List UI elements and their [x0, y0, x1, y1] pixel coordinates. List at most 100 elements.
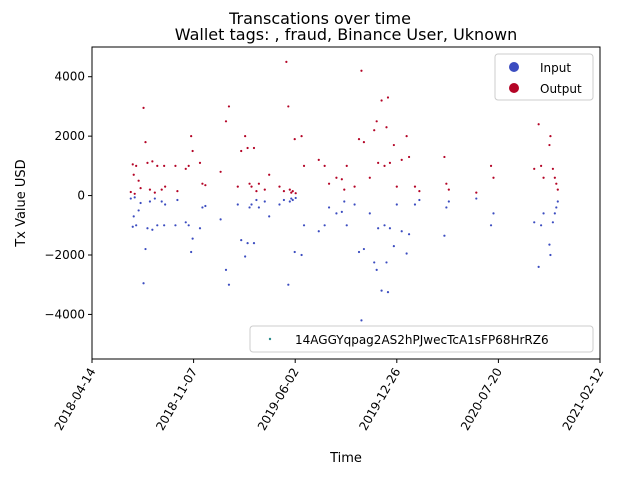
input-point-4 [135, 224, 138, 227]
output-point-23 [198, 161, 202, 164]
input-point-64 [377, 227, 380, 230]
input-point-19 [184, 221, 187, 224]
output-point-26 [219, 170, 222, 173]
input-point-11 [151, 228, 154, 231]
input-point-35 [252, 242, 256, 245]
input-point-77 [443, 234, 446, 237]
input-point-61 [368, 212, 371, 215]
x-axis-label: Time [329, 451, 362, 466]
legend-bottom-frame [249, 325, 594, 353]
input-point-24 [201, 206, 204, 209]
output-point-54 [335, 176, 338, 179]
input-point-81 [489, 224, 493, 227]
input-point-47 [294, 196, 297, 200]
output-point-20 [187, 164, 190, 167]
output-point-13 [156, 164, 159, 167]
output-point-22 [191, 149, 194, 153]
input-point-7 [142, 282, 145, 285]
input-point-30 [240, 239, 243, 242]
output-point-31 [244, 135, 247, 138]
legend-wallet-marker [268, 337, 272, 341]
output-point-86 [540, 164, 543, 167]
input-point-66 [383, 224, 386, 227]
input-point-29 [236, 203, 239, 206]
output-point-55 [340, 178, 343, 181]
legend-output-label: Output [540, 82, 582, 96]
output-point-14 [160, 188, 163, 191]
output-point-42 [285, 60, 288, 63]
output-point-79 [445, 182, 448, 185]
input-point-46 [293, 250, 296, 254]
input-point-62 [373, 261, 376, 264]
input-point-73 [405, 252, 408, 255]
output-point-50 [302, 164, 306, 167]
output-point-74 [405, 135, 408, 138]
input-point-2 [132, 215, 135, 218]
legend-top-frame [494, 53, 594, 101]
output-point-48 [294, 192, 297, 195]
input-point-26 [219, 218, 222, 221]
output-point-53 [327, 182, 331, 185]
output-point-6 [139, 187, 142, 190]
output-point-52 [323, 164, 326, 167]
output-point-12 [153, 191, 156, 194]
output-point-36 [255, 190, 258, 193]
output-point-39 [268, 173, 271, 176]
input-point-8 [144, 247, 147, 251]
output-point-56 [343, 188, 346, 191]
input-point-10 [148, 200, 152, 203]
input-point-80 [475, 197, 478, 200]
input-point-25 [204, 204, 207, 208]
output-point-21 [190, 135, 193, 138]
input-point-59 [360, 319, 363, 322]
output-point-69 [386, 96, 390, 99]
input-point-42 [287, 283, 290, 286]
input-point-54 [340, 210, 343, 214]
input-point-0 [129, 197, 132, 200]
output-point-66 [380, 99, 383, 102]
input-point-68 [386, 291, 390, 294]
legend-top: Input Output [494, 53, 594, 101]
input-point-22 [191, 237, 194, 240]
output-point-49 [300, 135, 303, 138]
plot-frame [91, 46, 601, 360]
output-point-46 [291, 190, 294, 193]
input-point-58 [357, 250, 361, 254]
output-point-11 [151, 160, 154, 163]
output-point-19 [184, 167, 187, 170]
output-point-33 [248, 182, 251, 185]
output-point-17 [174, 164, 177, 167]
output-point-37 [257, 182, 260, 185]
output-point-3 [133, 192, 136, 195]
input-point-63 [375, 268, 378, 271]
input-point-88 [549, 253, 552, 257]
y-tick-label-4: 4000 [54, 70, 85, 84]
output-point-44 [288, 188, 291, 191]
output-point-82 [489, 164, 493, 167]
output-point-62 [368, 176, 371, 179]
input-point-20 [187, 224, 190, 227]
y-axis-ticks: −4000 −2000 0 2000 4000 [44, 70, 92, 321]
points-layer [129, 60, 559, 322]
output-point-80 [447, 188, 450, 191]
legend-wallet-label: 14AGGYqpag2AS2hPJwecTcA1sFP68HrRZ6 [295, 333, 549, 347]
input-point-39 [268, 215, 271, 218]
output-point-40 [278, 185, 281, 188]
input-point-83 [533, 221, 536, 224]
chart-title: Wallet tags: , fraud, Binance User, Ukno… [175, 25, 517, 44]
output-point-10 [148, 188, 152, 191]
output-point-72 [395, 185, 398, 188]
input-point-32 [246, 242, 249, 245]
input-point-28 [227, 283, 231, 286]
output-point-77 [418, 190, 421, 193]
output-point-15 [163, 164, 166, 167]
output-point-32 [246, 146, 249, 150]
input-point-12 [153, 197, 156, 200]
input-point-52 [327, 206, 331, 209]
input-point-43 [288, 200, 291, 203]
legend-output-marker [509, 83, 519, 93]
input-point-17 [174, 224, 177, 227]
y-tick-label-1: −2000 [44, 248, 85, 262]
input-point-34 [250, 203, 253, 206]
input-point-27 [224, 268, 228, 271]
